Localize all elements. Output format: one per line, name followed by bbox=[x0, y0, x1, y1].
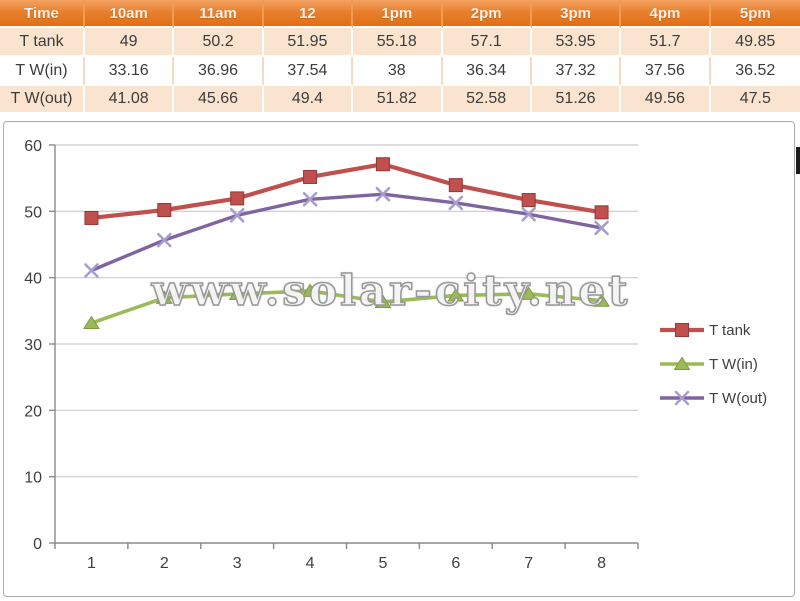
value-cell: 41.08 bbox=[85, 86, 175, 114]
marker-T W(in) bbox=[228, 286, 246, 300]
value-cell: 51.95 bbox=[263, 28, 354, 57]
y-axis-label: 40 bbox=[24, 271, 42, 288]
table-header-cell: 1pm bbox=[353, 0, 443, 28]
marker-T tank bbox=[157, 203, 172, 218]
marker-T W(in) bbox=[593, 293, 610, 307]
marker-T W(out) bbox=[157, 232, 172, 248]
value-cell: 49.4 bbox=[263, 86, 354, 114]
marker-T W(in) bbox=[374, 294, 392, 308]
value-cell: 36.34 bbox=[442, 57, 532, 86]
marker-T W(out) bbox=[84, 263, 99, 278]
value-cell: 37.56 bbox=[621, 57, 711, 86]
row-label: T W(in) bbox=[0, 57, 85, 86]
marker-T tank bbox=[303, 169, 318, 184]
marker-T W(in) bbox=[155, 290, 173, 304]
table-header-time: Time bbox=[0, 0, 85, 28]
x-axis-label: 6 bbox=[451, 555, 460, 572]
value-cell: 33.16 bbox=[85, 57, 175, 86]
value-cell: 49 bbox=[85, 28, 175, 57]
value-cell: 53.95 bbox=[531, 28, 622, 57]
x-axis-label: 2 bbox=[160, 555, 169, 572]
table-header-cell: 11am bbox=[174, 0, 264, 28]
marker-T W(out) bbox=[302, 191, 318, 207]
value-cell: 49.56 bbox=[621, 86, 711, 114]
marker-T tank bbox=[230, 191, 245, 206]
marker-T tank bbox=[448, 178, 463, 193]
value-cell: 51.82 bbox=[353, 86, 443, 114]
y-axis-label: 60 bbox=[24, 138, 42, 155]
marker-T W(in) bbox=[673, 356, 691, 370]
value-cell: 55.18 bbox=[353, 28, 443, 57]
row-label: T W(out) bbox=[0, 86, 85, 114]
series-line-T-W-in- bbox=[89, 289, 604, 325]
y-axis-label: 50 bbox=[24, 204, 42, 221]
marker-T W(out) bbox=[229, 208, 245, 223]
value-cell: 51.7 bbox=[621, 28, 711, 57]
marker-T tank bbox=[84, 210, 99, 225]
temperature-data-table: Time 10am 11am 12 1pm 2pm 3pm 4pm 5pm T tank 49 50.… bbox=[0, 0, 800, 114]
marker-T W(out) bbox=[375, 186, 391, 202]
value-cell: 36.52 bbox=[710, 57, 800, 86]
value-cell: 37.32 bbox=[531, 57, 622, 86]
row-label: T tank bbox=[0, 28, 85, 57]
legend-item-T-W-in-: T W(in) bbox=[709, 356, 758, 373]
marker-T W(out) bbox=[594, 220, 609, 236]
table-header-cell: 5pm bbox=[710, 0, 800, 28]
x-axis-label: 1 bbox=[87, 555, 96, 572]
x-axis-label: 4 bbox=[306, 555, 315, 572]
marker-T W(in) bbox=[301, 283, 319, 297]
value-cell: 47.5 bbox=[710, 86, 800, 114]
value-cell: 57.1 bbox=[442, 28, 532, 57]
legend-item-T-tank: T tank bbox=[709, 322, 751, 339]
table-header-cell: 12 bbox=[263, 0, 354, 28]
edge-artifact bbox=[796, 147, 800, 174]
marker-T W(in) bbox=[83, 315, 100, 330]
chart-canvas: 0 10 20 30 40 50 60 1 2 3 4 5 6 7 8 T tank T W(in) T W(ou… bbox=[24, 138, 767, 572]
y-axis-label: 0 bbox=[33, 536, 42, 553]
marker-T W(out) bbox=[674, 390, 690, 406]
x-axis-label: 5 bbox=[378, 555, 387, 572]
temperature-line-chart: 0 10 20 30 40 50 60 1 2 3 4 5 6 7 8 T tank T W(in) T W(ou… bbox=[3, 121, 795, 597]
series-line-T-tank bbox=[89, 162, 604, 221]
x-axis-label: 8 bbox=[597, 555, 606, 572]
value-cell: 36.96 bbox=[174, 57, 264, 86]
value-cell: 38 bbox=[353, 57, 443, 86]
value-cell: 52.58 bbox=[442, 86, 532, 114]
value-cell: 45.66 bbox=[174, 86, 264, 114]
marker-T W(in) bbox=[520, 286, 538, 300]
x-axis-label: 3 bbox=[233, 555, 242, 572]
marker-T W(out) bbox=[521, 206, 536, 222]
marker-T tank bbox=[675, 323, 689, 337]
table-header-cell: 4pm bbox=[621, 0, 711, 28]
value-cell: 51.26 bbox=[531, 86, 622, 114]
x-axis-label: 7 bbox=[524, 555, 533, 572]
marker-T W(out) bbox=[448, 195, 464, 211]
marker-T W(in) bbox=[447, 288, 465, 302]
legend-item-T-W-out-: T W(out) bbox=[709, 390, 767, 407]
value-cell: 50.2 bbox=[174, 28, 264, 57]
series-line-T-W-out- bbox=[89, 192, 604, 273]
marker-T tank bbox=[521, 193, 536, 208]
y-axis-label: 30 bbox=[24, 337, 42, 354]
table-header-cell: 2pm bbox=[442, 0, 532, 28]
y-axis-label: 20 bbox=[24, 403, 42, 420]
table-header-cell: 10am bbox=[85, 0, 175, 28]
marker-T tank bbox=[375, 157, 390, 172]
value-cell: 37.54 bbox=[263, 57, 354, 86]
y-axis-label: 10 bbox=[24, 470, 42, 487]
value-cell: 49.85 bbox=[710, 28, 800, 57]
table-header-cell: 3pm bbox=[531, 0, 622, 28]
marker-T tank bbox=[594, 205, 609, 220]
